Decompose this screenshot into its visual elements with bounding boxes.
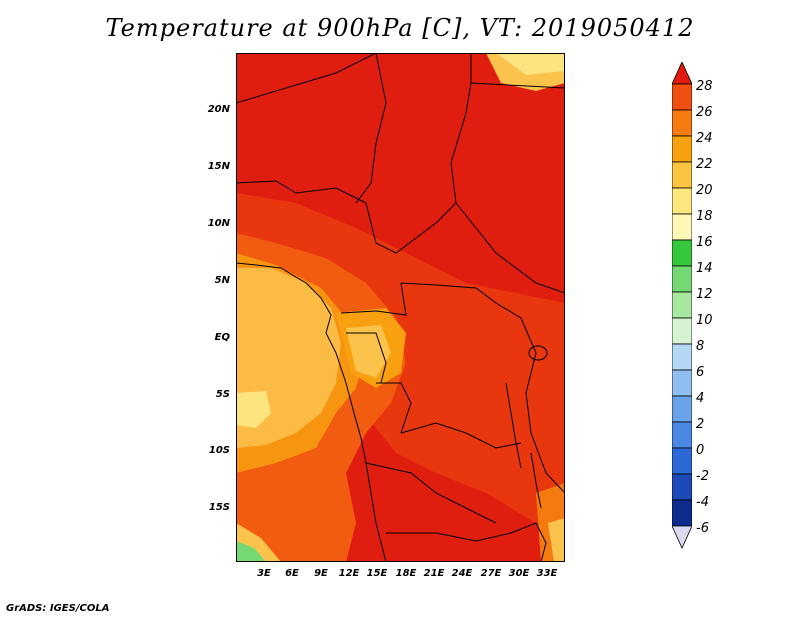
lon-label-3e: 3E (257, 568, 271, 579)
colorbar-label: 12 (696, 287, 713, 302)
field-20b (346, 325, 391, 378)
colorbar-segment (672, 447, 692, 475)
colorbar-label: -2 (696, 469, 709, 484)
grads-credit: GrADS: IGES/COLA (6, 603, 110, 614)
colorbar-segment (672, 369, 692, 397)
colorbar-segment (672, 395, 692, 423)
field-12-sw (236, 541, 266, 562)
temperature-map (236, 53, 565, 562)
lon-label-27e: 27E (480, 568, 502, 579)
lon-label-6e: 6E (285, 568, 299, 579)
colorbar-segment (672, 83, 692, 111)
colorbar-label: 10 (696, 313, 713, 328)
colorbar-label: 18 (696, 209, 713, 224)
colorbar-segment (672, 135, 692, 163)
colorbar-label: 16 (696, 235, 713, 250)
colorbar-segment (672, 161, 692, 189)
colorbar-segment (672, 473, 692, 501)
colorbar-segment (672, 317, 692, 345)
colorbar-cap-top (672, 62, 692, 85)
colorbar-segment (672, 421, 692, 449)
field-18 (236, 391, 271, 428)
colorbar (672, 62, 692, 549)
lon-label-15e: 15E (366, 568, 388, 579)
field-20-se (548, 518, 565, 562)
colorbar-label: 20 (696, 183, 713, 198)
boundaries (236, 53, 565, 562)
lat-label-10s: 10S (208, 445, 230, 456)
colorbar-segment (672, 499, 692, 527)
lat-label-20n: 20N (207, 104, 230, 115)
colorbar-label: 14 (696, 261, 713, 276)
colorbar-label: 22 (696, 157, 713, 172)
map-frame (236, 53, 565, 562)
field-18-north (496, 53, 565, 75)
lon-label-30e: 30E (508, 568, 530, 579)
colorbar-segment (672, 265, 692, 293)
colorbar-label: 28 (696, 79, 713, 94)
colorbar-label: 8 (696, 339, 705, 354)
lat-label-10n: 10N (207, 218, 230, 229)
lat-label-15s: 15S (208, 502, 230, 513)
colorbar-segment (672, 239, 692, 267)
colorbar-label: -6 (696, 521, 709, 536)
colorbar-segment (672, 187, 692, 215)
colorbar-label: 0 (696, 443, 705, 458)
colorbar-label: 4 (696, 391, 705, 406)
lon-label-9e: 9E (314, 568, 328, 579)
colorbar-label: 2 (696, 417, 705, 432)
lon-label-33e: 33E (536, 568, 558, 579)
lon-label-12e: 12E (338, 568, 360, 579)
lon-label-18e: 18E (395, 568, 417, 579)
map-title: Temperature at 900hPa [C], VT: 201905041… (105, 14, 695, 42)
colorbar-segment (672, 343, 692, 371)
colorbar-segment (672, 213, 692, 241)
colorbar-label: 6 (696, 365, 705, 380)
lat-label-5s: 5S (215, 389, 230, 400)
colorbar-segment (672, 109, 692, 137)
lon-label-24e: 24E (451, 568, 473, 579)
map-panel (236, 53, 565, 562)
lat-label-15n: 15N (207, 161, 230, 172)
colorbar-label: -4 (696, 495, 709, 510)
colorbar-segment (672, 291, 692, 319)
colorbar-label: 26 (696, 105, 713, 120)
lat-label-5n: 5N (214, 275, 230, 286)
lon-label-21e: 21E (423, 568, 445, 579)
lat-label-eq: EQ (214, 332, 230, 343)
lakes (505, 345, 548, 509)
colorbar-label: 24 (696, 131, 713, 146)
colorbar-cap-bottom (672, 525, 692, 549)
